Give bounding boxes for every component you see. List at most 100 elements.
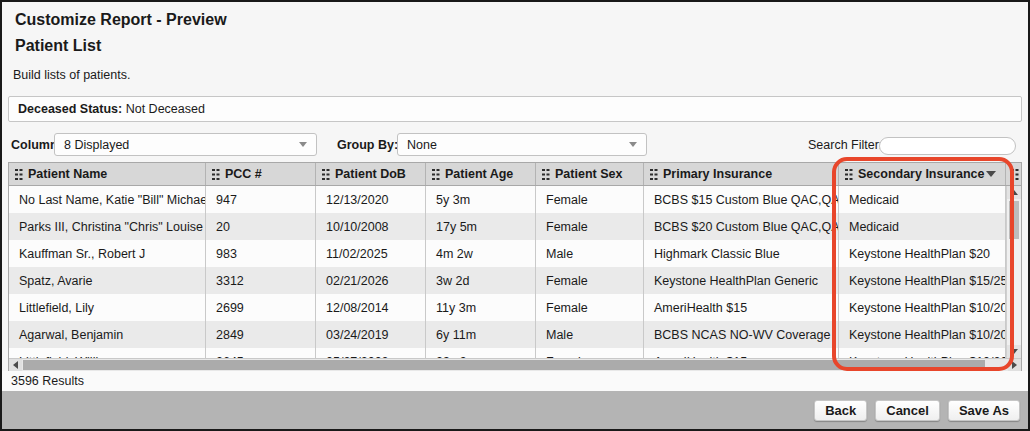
criteria-bar[interactable]: Deceased Status: Not Deceased (8, 96, 1022, 122)
cell-pcc: 2849 (206, 321, 316, 348)
footer-bar: Back Cancel Save As (2, 391, 1028, 429)
cell-patient-name: Kauffman Sr., Robert J (9, 240, 206, 267)
drag-handle-icon[interactable] (322, 169, 329, 180)
criteria-value: Not Deceased (122, 102, 205, 116)
cell-pcc: 2645 (206, 348, 316, 358)
column-header-patient-dob[interactable]: Patient DoB (316, 163, 426, 185)
horizontal-scrollbar-thumb[interactable] (23, 360, 985, 370)
cell-patient-age: 11y 3m (426, 294, 536, 321)
cell-patient-age: 23y 9m (426, 348, 536, 358)
cell-patient-name: Littlefield, William (9, 348, 206, 358)
cancel-button[interactable]: Cancel (875, 400, 940, 421)
drag-handle-icon[interactable] (650, 169, 657, 180)
scroll-left-arrow-icon[interactable] (9, 359, 22, 371)
table-row[interactable]: Kauffman Sr., Robert J98311/02/20254m 2w… (9, 240, 1021, 267)
column-header-primary-insurance[interactable]: Primary Insurance (644, 163, 839, 185)
search-filter-input[interactable] (879, 137, 1016, 155)
cell-pcc: 20 (206, 213, 316, 240)
back-button[interactable]: Back (814, 400, 867, 421)
group-by-dropdown[interactable]: None (397, 133, 647, 156)
cell-patient-name: Littlefield, Lily (9, 294, 206, 321)
column-header-label: Primary Insurance (663, 167, 772, 181)
cell-secondary-insurance: Keystone HealthPlan $10/20 (839, 321, 1006, 348)
patient-table: Patient Name PCC # Patient DoB Patient Age P… (8, 162, 1022, 371)
cell-primary-insurance: AmeriHealth $15 (644, 348, 839, 358)
chevron-down-icon (299, 142, 307, 147)
cell-pcc: 3312 (206, 267, 316, 294)
table-row[interactable]: Littlefield, Lily269912/08/201411y 3mFem… (9, 294, 1021, 321)
column-header-label: PCC # (225, 167, 262, 181)
cell-patient-age: 17y 5m (426, 213, 536, 240)
table-row[interactable]: Spatz, Avarie331202/21/20263w 2dFemaleKe… (9, 267, 1021, 294)
search-filter-label: Search Filter: (808, 138, 882, 152)
cell-primary-insurance: BCBS $15 Custom Blue QAC,QAF (644, 186, 839, 213)
cell-secondary-insurance: Medicaid (839, 186, 1006, 213)
cell-patient-sex: Female (536, 348, 644, 358)
column-header-patient-name[interactable]: Patient Name (9, 163, 206, 185)
scroll-right-arrow-icon[interactable] (1008, 359, 1021, 371)
drag-handle-icon[interactable] (845, 169, 852, 180)
column-header-label: Patient Name (28, 167, 107, 181)
scroll-down-arrow-icon[interactable] (1007, 345, 1021, 358)
cell-patient-dob: 10/10/2008 (316, 213, 426, 240)
cell-primary-insurance: AmeriHealth $15 (644, 294, 839, 321)
cell-primary-insurance: BCBS $20 Custom Blue QAC,QAF (644, 213, 839, 240)
column-header-label: Patient Sex (555, 167, 622, 181)
drag-handle-icon[interactable] (212, 169, 219, 180)
cell-primary-insurance: Keystone HealthPlan Generic (644, 267, 839, 294)
cell-secondary-insurance: Keystone HealthPlan $10/20 (839, 348, 1006, 358)
cell-secondary-insurance: Keystone HealthPlan $10/20 (839, 294, 1006, 321)
cell-patient-sex: Male (536, 321, 644, 348)
table-row[interactable]: Parks III, Christina "Chris" Louise2010/… (9, 213, 1021, 240)
cell-patient-name: No Last Name, Katie "Bill" Michael (9, 186, 206, 213)
column-header-label: Patient Age (445, 167, 513, 181)
cell-primary-insurance: BCBS NCAS NO-WV Coverage (644, 321, 839, 348)
cell-patient-name: Spatz, Avarie (9, 267, 206, 294)
cell-secondary-insurance: Keystone HealthPlan $20 (839, 240, 1006, 267)
column-header-next-partial[interactable] (1006, 163, 1021, 185)
columns-dropdown[interactable]: 8 Displayed (54, 133, 317, 156)
cell-patient-dob: 12/08/2014 (316, 294, 426, 321)
cell-secondary-insurance: Medicaid (839, 213, 1006, 240)
column-header-label: Secondary Insurance (858, 167, 984, 181)
cell-pcc: 2699 (206, 294, 316, 321)
cell-patient-dob: 12/13/2020 (316, 186, 426, 213)
cell-patient-dob: 05/27/2002 (316, 348, 426, 358)
vertical-scrollbar-thumb[interactable] (1009, 201, 1019, 239)
results-count: 3596 Results (2, 371, 1028, 391)
vertical-scrollbar[interactable] (1006, 186, 1021, 358)
cell-patient-sex: Female (536, 213, 644, 240)
chevron-down-icon (629, 142, 637, 147)
cell-patient-dob: 03/24/2019 (316, 321, 426, 348)
cell-pcc: 983 (206, 240, 316, 267)
drag-handle-icon[interactable] (432, 169, 439, 180)
cell-patient-sex: Female (536, 186, 644, 213)
column-header-pcc[interactable]: PCC # (206, 163, 316, 185)
drag-handle-icon[interactable] (1011, 169, 1018, 180)
scroll-up-arrow-icon[interactable] (1007, 186, 1021, 199)
cell-patient-name: Agarwal, Benjamin (9, 321, 206, 348)
column-header-label: Patient DoB (335, 167, 406, 181)
cell-patient-age: 5y 3m (426, 186, 536, 213)
cell-patient-dob: 02/21/2026 (316, 267, 426, 294)
cell-pcc: 947 (206, 186, 316, 213)
columns-dropdown-value: 8 Displayed (64, 138, 129, 152)
save-as-button[interactable]: Save As (948, 400, 1020, 421)
drag-handle-icon[interactable] (542, 169, 549, 180)
column-header-patient-age[interactable]: Patient Age (426, 163, 536, 185)
table-row[interactable]: Agarwal, Benjamin284903/24/20196y 11mMal… (9, 321, 1021, 348)
column-header-patient-sex[interactable]: Patient Sex (536, 163, 644, 185)
table-row[interactable]: Littlefield, William264505/27/200223y 9m… (9, 348, 1021, 358)
cell-patient-dob: 11/02/2025 (316, 240, 426, 267)
cell-patient-age: 4m 2w (426, 240, 536, 267)
cell-patient-sex: Female (536, 267, 644, 294)
cell-patient-age: 6y 11m (426, 321, 536, 348)
column-header-secondary-insurance[interactable]: Secondary Insurance (839, 163, 1006, 185)
horizontal-scrollbar[interactable] (9, 358, 1021, 371)
cell-patient-sex: Female (536, 294, 644, 321)
group-by-label: Group By: (337, 138, 398, 152)
table-row[interactable]: No Last Name, Katie "Bill" Michael94712/… (9, 186, 1021, 213)
cell-primary-insurance: Highmark Classic Blue (644, 240, 839, 267)
column-menu-arrow-icon[interactable] (986, 171, 996, 177)
drag-handle-icon[interactable] (15, 169, 22, 180)
